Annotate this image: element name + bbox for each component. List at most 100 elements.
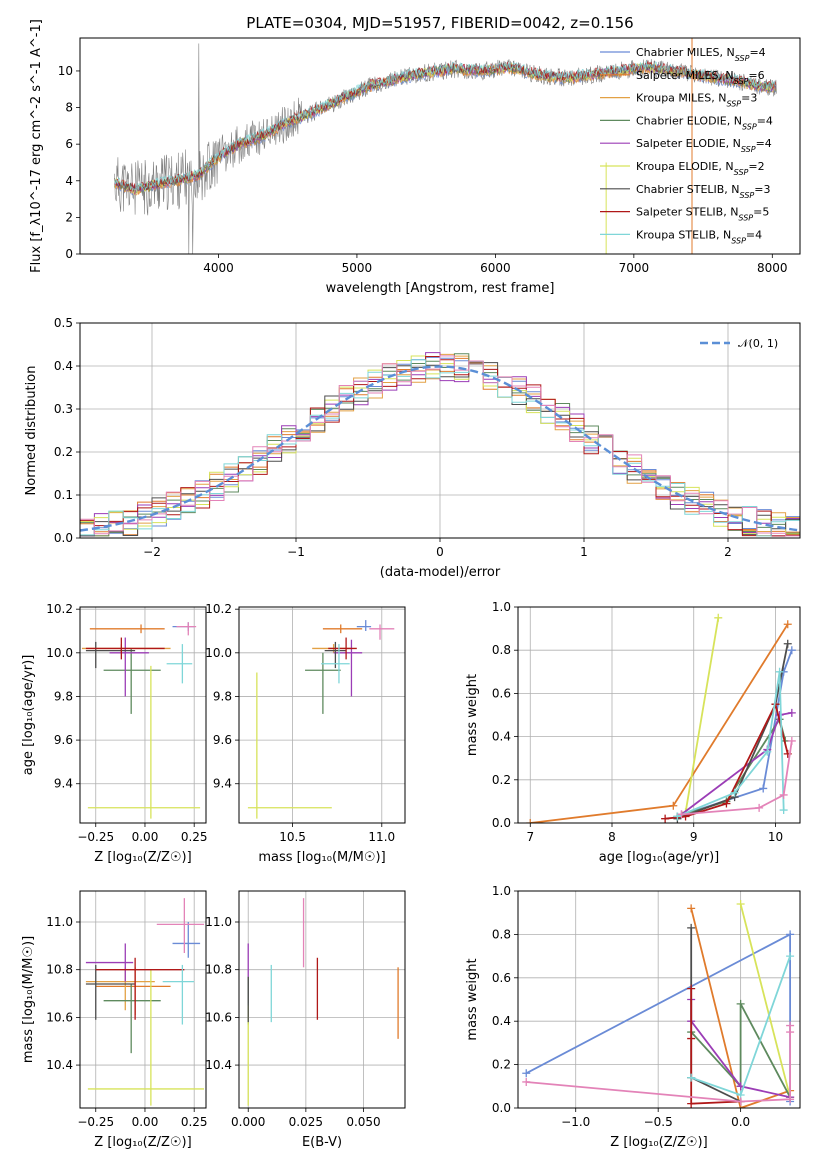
y-tick-label: 0.4 bbox=[492, 730, 511, 744]
mass-weight-series-line bbox=[677, 643, 789, 820]
legend-entry: Chabrier ELODIE, NSSP=4 bbox=[636, 114, 773, 130]
panel-spectrum: 4000 5000 6000 7000 8000 0 2 4 6 8 10 wavelength [A… bbox=[29, 19, 801, 296]
y-tick-label: 0.2 bbox=[492, 1058, 511, 1072]
panel-age-vs-z: −0.25 0.00 0.25 9.4 9.6 9.8 10.0 10.2 Z [log₁₀(Z… bbox=[21, 602, 208, 865]
mass-weight-marker bbox=[787, 736, 796, 745]
y-axis-label: Flux [f_λ10^-17 erg cm^-2 s^-1 A^-1] bbox=[29, 19, 44, 273]
plot-area bbox=[85, 898, 205, 1106]
mass-weight-marker bbox=[687, 923, 696, 932]
mass-weight-marker bbox=[661, 814, 670, 823]
axes-frame bbox=[79, 606, 207, 824]
plot-area bbox=[247, 620, 395, 819]
residual-histogram-line bbox=[80, 359, 800, 537]
mass-weight-marker bbox=[722, 799, 731, 808]
mass-weight-marker bbox=[687, 1034, 696, 1043]
model-spectrum-line bbox=[114, 60, 777, 192]
mass-weight-series-line bbox=[739, 903, 791, 1098]
y-tick-label: 0.1 bbox=[54, 488, 73, 502]
y-tick-label: 0.0 bbox=[492, 816, 511, 830]
y-tick-label: 0.5 bbox=[54, 316, 73, 330]
gaussian-reference-line bbox=[80, 365, 800, 532]
y-tick-label: 0.6 bbox=[492, 971, 511, 985]
panel-mass-weight-vs-z: −1.0 −0.5 0.0 0.0 0.2 0.4 0.6 0.8 1.0 Z [log₁₀(Z/… bbox=[465, 884, 801, 1150]
axes-frame bbox=[238, 890, 406, 1109]
y-tick-label: 0.6 bbox=[492, 686, 511, 700]
mass-weight-series-line bbox=[684, 617, 720, 813]
x-tick-label: 0.0 bbox=[731, 1115, 750, 1129]
axes-frame bbox=[517, 890, 801, 1109]
y-tick-label: 0.8 bbox=[492, 927, 511, 941]
x-tick-label: 7 bbox=[526, 830, 534, 844]
mass-weight-series-line bbox=[681, 740, 793, 816]
y-tick-label: 0.3 bbox=[54, 402, 73, 416]
plot-area bbox=[81, 622, 201, 819]
x-tick-label: −0.25 bbox=[77, 830, 114, 844]
panel-mass-vs-ebv: 0.000 0.025 0.050 10.4 10.6 10.8 11.0 E(B-V) bbox=[205, 890, 406, 1150]
mass-weight-marker bbox=[783, 639, 792, 648]
legend-entry: Chabrier STELIB, NSSP=3 bbox=[636, 183, 770, 200]
mass-weight-marker bbox=[775, 667, 784, 676]
panel-mass-weight-vs-age: 7 8 9 10 0.0 0.2 0.4 0.6 0.8 1.0 age [log₁₀(age/yr… bbox=[465, 600, 801, 865]
legend-entry-subscript: SSP bbox=[738, 213, 753, 222]
legend-entry-label: Salpeter ELODIE, N bbox=[636, 137, 741, 150]
y-tick-label: 9.4 bbox=[54, 777, 73, 791]
y-tick-label: 9.8 bbox=[54, 689, 73, 703]
y-tick-label: 0.4 bbox=[54, 359, 73, 373]
plot-area bbox=[522, 900, 795, 1108]
x-tick-label: 0.050 bbox=[346, 1115, 380, 1129]
x-tick-label: 0 bbox=[436, 545, 444, 559]
legend-entry-suffix: =3 bbox=[754, 183, 770, 196]
mass-weight-marker bbox=[687, 1073, 696, 1082]
plot-area bbox=[247, 898, 399, 1106]
mass-weight-marker bbox=[786, 1028, 795, 1037]
residual-histogram-line bbox=[80, 361, 800, 537]
y-tick-label: 11.0 bbox=[205, 915, 232, 929]
legend-entry-subscript: SSP bbox=[726, 99, 741, 108]
x-tick-label: 1 bbox=[580, 545, 588, 559]
x-tick-label: −0.5 bbox=[644, 1115, 673, 1129]
y-tick-label: 10.8 bbox=[46, 963, 73, 977]
legend-entry-subscript: SSP bbox=[734, 168, 749, 177]
y-tick-label: 9.6 bbox=[54, 733, 73, 747]
x-tick-label: 10.5 bbox=[279, 830, 306, 844]
x-tick-label: 0.00 bbox=[132, 1115, 159, 1129]
mass-weight-marker bbox=[736, 999, 745, 1008]
x-tick-label: −0.25 bbox=[77, 1115, 114, 1129]
panel-mass-vs-z: −0.25 0.00 0.25 10.4 10.6 10.8 11.0 Z [log₁₀(Z/… bbox=[21, 890, 208, 1150]
x-tick-label: 8000 bbox=[757, 261, 788, 275]
y-tick-label: 1.0 bbox=[492, 600, 511, 614]
y-tick-label: 1.0 bbox=[492, 884, 511, 898]
x-tick-label: 4000 bbox=[203, 261, 234, 275]
x-tick-label: 6000 bbox=[480, 261, 511, 275]
x-tick-label: −1 bbox=[287, 545, 305, 559]
mass-weight-series-line bbox=[690, 1003, 791, 1098]
legend-entry-label: Kroupa STELIB, N bbox=[636, 228, 731, 241]
x-tick-label: 0.025 bbox=[289, 1115, 323, 1129]
y-tick-label: 0.0 bbox=[492, 1101, 511, 1115]
y-tick-label: 10 bbox=[58, 64, 73, 78]
y-tick-label: 9.6 bbox=[213, 733, 232, 747]
mass-weight-marker bbox=[736, 900, 745, 909]
legend-entry-label: Chabrier STELIB, N bbox=[636, 183, 740, 196]
y-tick-label: 0.0 bbox=[54, 531, 73, 545]
plot-area bbox=[80, 352, 800, 537]
x-tick-label: 0.25 bbox=[181, 1115, 208, 1129]
y-tick-label: 2 bbox=[65, 210, 73, 224]
legend-entry-suffix: =4 bbox=[757, 114, 773, 127]
legend-entry-label: Kroupa MILES, N bbox=[636, 92, 726, 105]
legend-entry-suffix: =3 bbox=[741, 92, 757, 105]
legend-entry-suffix: =4 bbox=[746, 228, 762, 241]
y-tick-label: 10.2 bbox=[46, 602, 73, 616]
mass-weight-marker bbox=[687, 904, 696, 913]
legend-entry: Chabrier MILES, NSSP=4 bbox=[636, 46, 766, 63]
x-tick-label: 7000 bbox=[619, 261, 650, 275]
y-tick-label: 0.2 bbox=[54, 445, 73, 459]
x-axis-label: Z [log₁₀(Z/Z☉)] bbox=[94, 1135, 191, 1150]
x-tick-label: −1.0 bbox=[561, 1115, 590, 1129]
y-tick-label: 10.4 bbox=[205, 1058, 232, 1072]
axes-frame bbox=[238, 606, 406, 824]
legend-entry: Kroupa ELODIE, NSSP=2 bbox=[636, 160, 765, 177]
mass-weight-marker bbox=[759, 784, 768, 793]
panel-age-vs-mass: 10.5 11.0 9.4 9.6 9.8 10.0 10.2 mass [log₁₀(M/M… bbox=[205, 602, 406, 865]
